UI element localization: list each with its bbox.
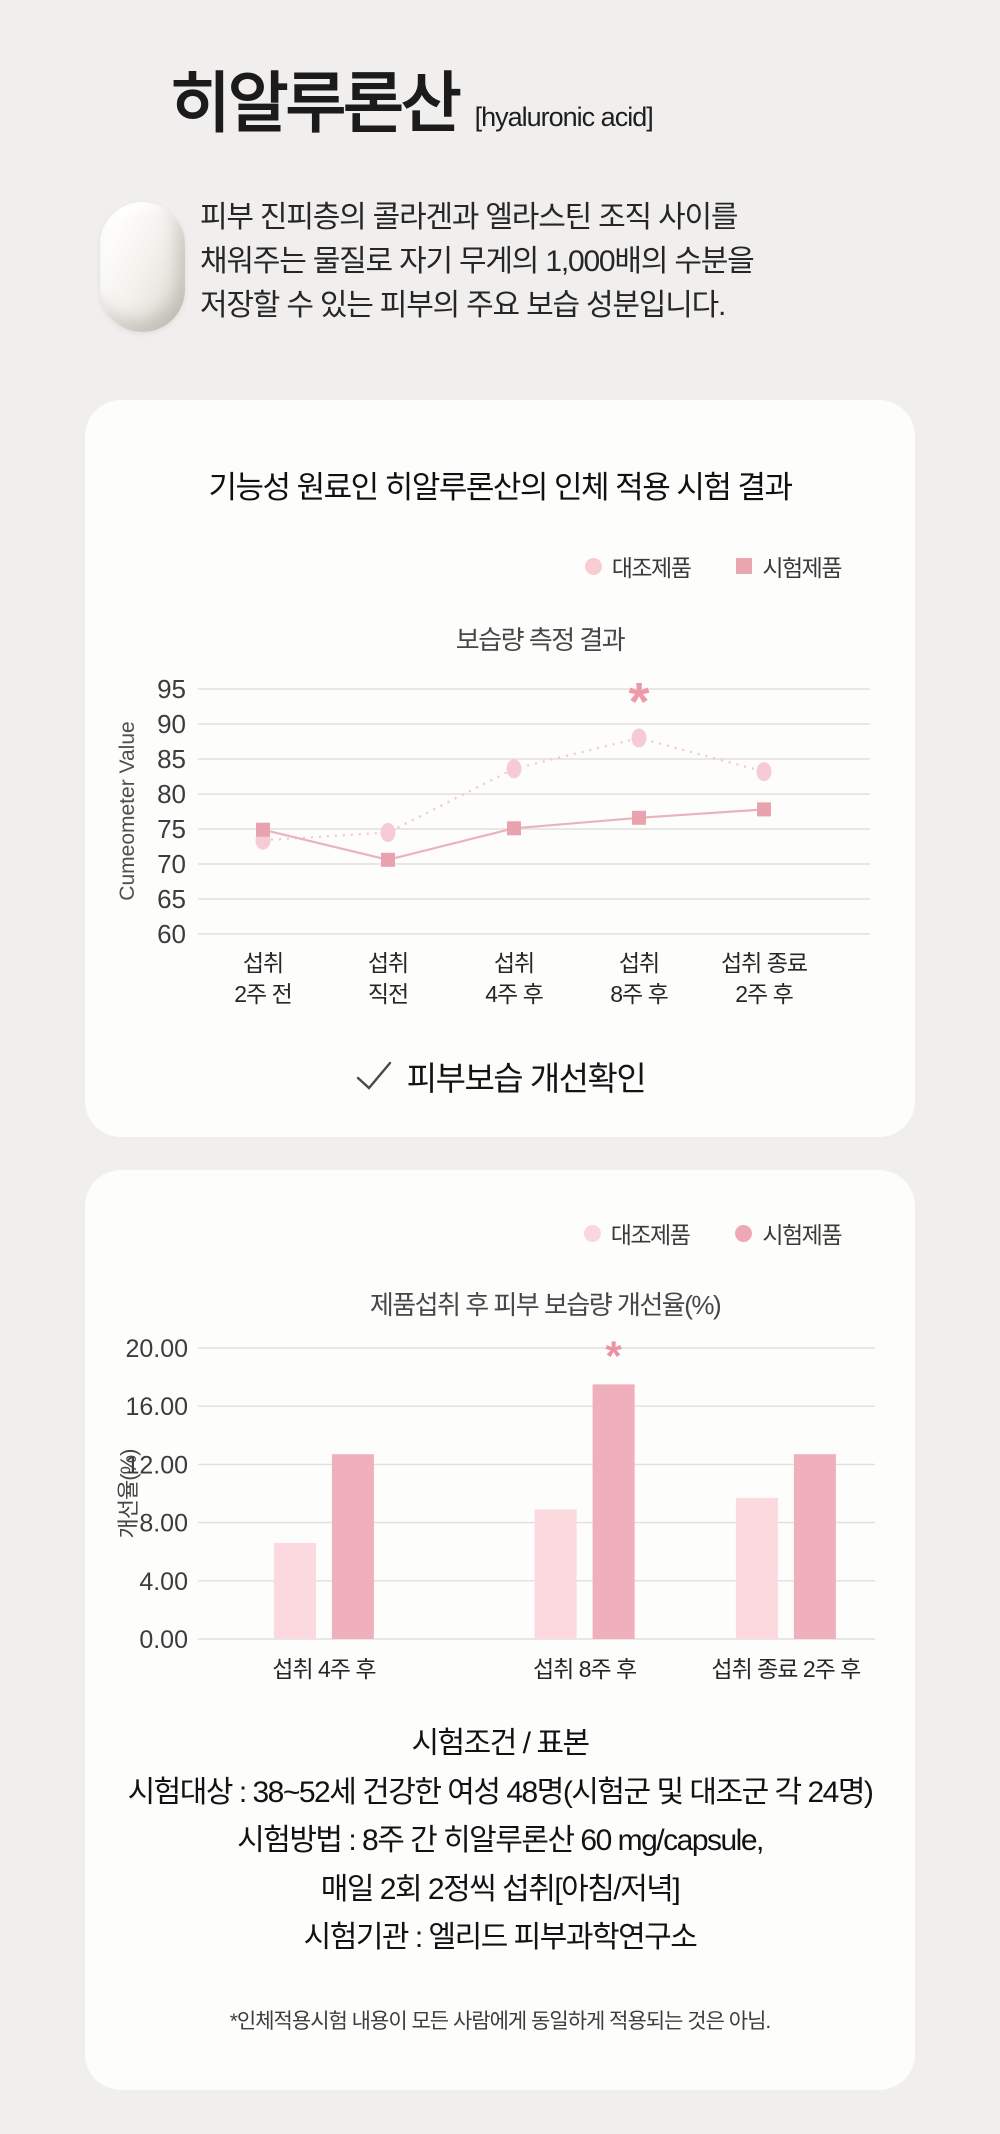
chart-legend: 대조제품 시험제품 [85,549,915,583]
legend-item: 시험제품 [736,549,842,583]
description-line: 피부 진피층의 콜라겐과 엘라스틴 조직 사이를 [200,201,738,234]
data-point-control [506,759,522,779]
bar-control [534,1509,577,1639]
y-tick-label: 12.00 [125,1451,188,1479]
condition-line: 시험대상 : 38~52세 건강한 여성 48명(시험군 및 대조군 각 24명… [127,1775,874,1809]
x-tick-label: 섭취 4주 후 [272,1656,375,1682]
x-tick-label: 2주 후 [735,981,793,1007]
x-tick-label: 8주 후 [610,981,668,1007]
legend-item: 시험제품 [735,1216,842,1250]
y-tick-label: 70 [157,849,186,879]
data-point-control [380,823,396,842]
checkmark-icon [356,1061,391,1090]
legend-marker-circle [583,1224,601,1242]
x-tick-label: 섭취 [368,950,408,976]
condition-line: 시험기관 : 엘리드 피부과학연구소 [303,1921,698,1954]
data-point-test [381,852,395,867]
data-point-test [256,822,270,837]
y-tick-label: 4.00 [139,1568,188,1596]
condition-line: 매일 2회 2정씩 섭취[아침/저녁] [320,1872,681,1906]
chart-title: 보습량 측정 결과 [456,625,626,655]
legend-label: 시험제품 [762,555,842,581]
x-tick-label: 4주 후 [485,981,543,1007]
y-axis-label: Cumeometer Value [116,721,139,900]
chart-legend: 대조제품 시험제품 [85,1170,915,1250]
legend-marker-square [736,558,753,574]
line-chart-moisture: 보습량 측정 결과 95 90 85 80 75 70 65 60 Cumeometer Valu… [116,625,870,1007]
data-point-test [757,802,771,817]
description-line: 저장할 수 있는 피부의 주요 보습 성분입니다. [200,289,726,322]
title-row: 히알루론산 [hyaluronic acid] [170,66,654,140]
y-tick-label: 0.00 [139,1626,188,1654]
significance-asterisk: * [605,1332,622,1379]
y-tick-label: 75 [157,814,186,844]
data-point-control [631,728,647,748]
page-header: 히알루론산 [hyaluronic acid] 피부 진피층의 콜라겐과 엘라스… [0,0,1000,400]
legend-label: 대조제품 [611,555,692,581]
y-tick-label: 95 [157,674,186,704]
y-tick-label: 16.00 [125,1393,188,1421]
y-tick-label: 60 [157,919,186,949]
legend-label: 대조제품 [610,1222,691,1248]
y-tick-label: 85 [157,744,186,774]
y-tick-label: 80 [157,779,186,809]
page-title: 히알루론산 [170,66,462,140]
capsule-image [100,202,185,332]
condition-line: 시험방법 : 8주 간 히알루론산 60 mg/capsule, [237,1824,764,1857]
condition-line: 시험조건 / 표본 [411,1727,590,1760]
check-text: 피부보습 개선확인 [406,1060,647,1097]
legend-item: 대조제품 [583,1216,691,1250]
bar-chart-improvement: 제품섭취 후 피부 보습량 개선율(%) 20.00 16.00 12.00 8.00 4… [116,1290,875,1682]
significance-asterisk: * [628,672,649,732]
test-result-card-improvement: 대조제품 시험제품 제품섭취 후 피부 보습량 개선율(%) 20.00 16.00 1… [85,1170,915,2090]
x-tick-label: 섭취 종료 2주 후 [711,1656,860,1682]
x-tick-label: 직전 [368,981,408,1007]
legend-item: 대조제품 [584,549,692,583]
x-tick-label: 2주 전 [234,981,292,1007]
bar-test [793,1454,836,1639]
data-point-test [632,810,646,825]
y-tick-label: 90 [157,709,186,739]
bar-test [331,1454,374,1639]
x-tick-label: 섭취 [494,950,534,976]
data-point-test [507,821,521,836]
legend-label: 시험제품 [762,1222,842,1248]
y-tick-label: 20.00 [125,1335,188,1363]
legend-marker-circle [735,1224,753,1242]
description-line: 채워주는 물질로 자기 무게의 1,000배의 수분을 [200,245,755,278]
card-title: 기능성 원료인 히알루론산의 인체 적용 시험 결과 [208,470,793,505]
legend-marker-circle [584,557,602,575]
y-tick-label: 8.00 [139,1510,188,1538]
data-point-control [756,762,772,782]
check-row: 피부보습 개선확인 [85,1052,915,1100]
x-tick-label: 섭취 [243,950,283,976]
test-result-card-moisture: 기능성 원료인 히알루론산의 인체 적용 시험 결과 대조제품 시험제품 보습량 … [85,400,915,1137]
bar-control [735,1497,778,1639]
y-tick-label: 65 [157,884,186,914]
disclaimer-footnote: *인체적용시험 내용이 모든 사람에게 동일하게 적용되는 것은 아님. [229,2009,772,2033]
x-tick-label: 섭취 [619,950,659,976]
x-tick-label: 섭취 8주 후 [533,1656,636,1682]
bar-test [592,1384,635,1639]
bar-control [273,1542,316,1639]
chart-title: 제품섭취 후 피부 보습량 개선율(%) [370,1290,721,1320]
y-axis-label: 개선율(%) [116,1450,141,1539]
x-tick-label: 섭취 종료 [721,950,807,976]
page-title-english: [hyaluronic acid] [474,102,654,132]
